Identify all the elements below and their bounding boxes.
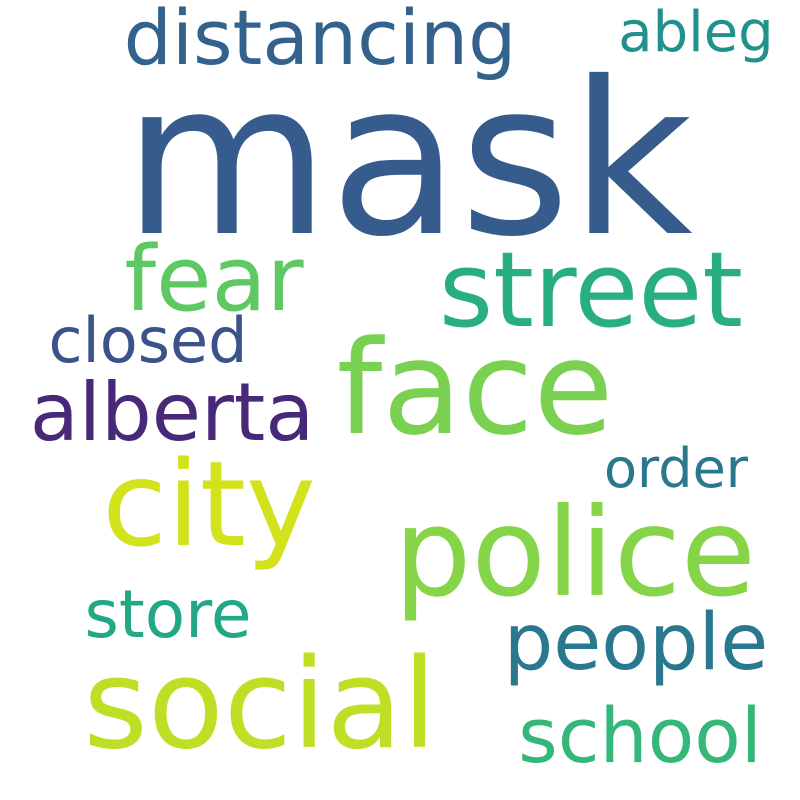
word-closed: closed [48,304,247,377]
word-street: street [439,229,743,351]
word-school: school [518,691,762,780]
word-people: people [504,598,768,688]
word-fear: fear [124,227,303,332]
word-police: police [394,482,756,624]
word-store: store [85,576,252,653]
word-ableg: ableg [618,0,773,65]
word-distancing: distancing [124,0,517,82]
word-city: city [102,435,316,573]
word-mask: mask [123,36,693,283]
word-order: order [604,437,749,500]
word-face: face [337,312,614,464]
word-social: social [83,633,437,777]
word-alberta: alberta [30,366,315,459]
